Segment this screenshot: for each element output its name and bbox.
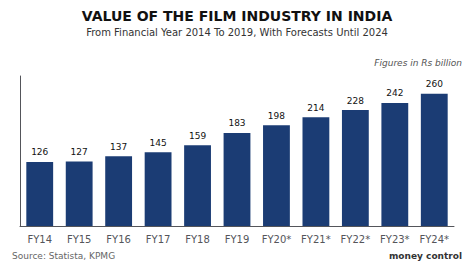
svg-text:228: 228: [347, 96, 364, 106]
svg-text:Figures in Rs billion: Figures in Rs billion: [374, 58, 462, 68]
svg-text:FY16: FY16: [106, 234, 131, 245]
svg-text:145: 145: [149, 138, 166, 148]
svg-text:137: 137: [110, 142, 127, 152]
svg-text:183: 183: [228, 118, 245, 128]
svg-text:FY17: FY17: [146, 234, 171, 245]
svg-text:From Financial Year 2014 To 20: From Financial Year 2014 To 2019, With F…: [86, 27, 388, 38]
svg-text:FY20*: FY20*: [262, 234, 292, 245]
svg-text:VALUE OF THE FILM INDUSTRY IN: VALUE OF THE FILM INDUSTRY IN INDIA: [82, 8, 393, 24]
svg-text:127: 127: [71, 147, 88, 157]
svg-text:214: 214: [307, 103, 324, 113]
svg-text:FY24*: FY24*: [419, 234, 449, 245]
svg-text:159: 159: [189, 131, 206, 141]
svg-text:Source: Statista, KPMG: Source: Statista, KPMG: [12, 251, 115, 261]
svg-text:126: 126: [31, 147, 48, 157]
svg-text:198: 198: [268, 111, 285, 121]
svg-text:FY21*: FY21*: [301, 234, 331, 245]
svg-text:FY15: FY15: [67, 234, 92, 245]
svg-text:FY23*: FY23*: [380, 234, 410, 245]
svg-text:money control: money control: [389, 251, 462, 261]
svg-text:FY18: FY18: [185, 234, 210, 245]
svg-text:FY19: FY19: [225, 234, 250, 245]
svg-text:242: 242: [386, 88, 403, 98]
svg-text:260: 260: [426, 79, 443, 89]
svg-text:FY22*: FY22*: [341, 234, 371, 245]
svg-text:FY14: FY14: [27, 234, 52, 245]
